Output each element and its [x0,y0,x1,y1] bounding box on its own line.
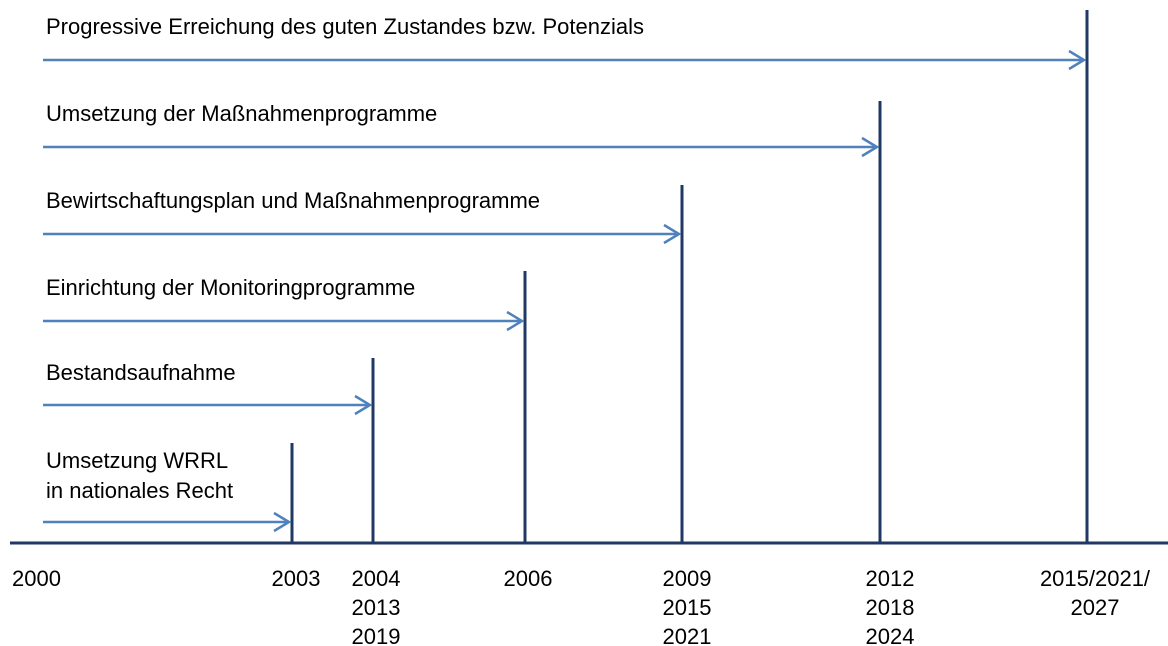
task-label: Einrichtung der Monitoringprogramme [46,275,415,300]
year-label: 2018 [866,595,915,620]
arrow-head [861,136,880,158]
year-label: 2024 [866,624,915,646]
year-label: 2006 [504,566,553,591]
task-label: in nationales Recht [46,478,233,503]
year-label: 2000 [12,566,61,591]
task-label: Umsetzung der Maßnahmenprogramme [46,101,437,126]
year-label: 2019 [352,624,401,646]
year-label: 2015/2021/ [1040,566,1151,591]
year-label: 2015 [663,595,712,620]
arrow-head [273,511,292,533]
year-label: 2004 [352,566,401,591]
task-label: Umsetzung WRRL [46,448,228,473]
year-label: 2021 [663,624,712,646]
task-label: Bewirtschaftungsplan und Maßnahmenprogra… [46,188,540,213]
task-label: Bestandsaufnahme [46,360,236,385]
year-label: 2009 [663,566,712,591]
year-label: 2003 [272,566,321,591]
year-label: 2013 [352,595,401,620]
arrow-head [354,394,373,416]
task-label: Progressive Erreichung des guten Zustand… [46,14,644,39]
arrow-head [1068,49,1087,71]
arrow-head [506,310,525,332]
year-label: 2012 [866,566,915,591]
year-label: 2027 [1071,595,1120,620]
arrow-head [663,223,682,245]
